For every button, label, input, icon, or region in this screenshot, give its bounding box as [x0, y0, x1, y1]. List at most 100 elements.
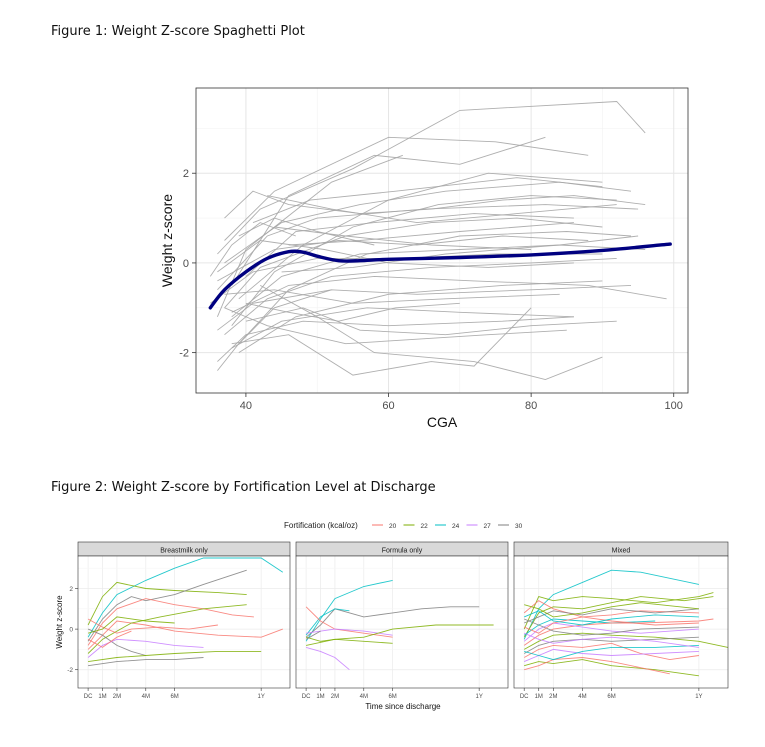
- fig2-subject-line: [523, 592, 714, 630]
- fig1-subject-line: [224, 289, 560, 304]
- figure2-caption: Figure 2: Weight Z-score by Fortificatio…: [51, 480, 436, 495]
- fig1-x-tick-label: 80: [525, 400, 537, 412]
- fig2-legend-label-22: 22: [421, 523, 429, 530]
- fig2-x-tick-label: 2M: [549, 694, 557, 700]
- fig1-y-tick-label: 0: [183, 258, 189, 270]
- fig2-subject-line: [88, 650, 262, 663]
- fig1-subject-line: [231, 244, 646, 318]
- fig2-subject-line: [523, 618, 714, 646]
- fig1-subject-line: [231, 307, 532, 376]
- fig2-subject-line: [87, 604, 247, 654]
- fig1-subject-line: [267, 195, 617, 224]
- fig1-y-axis-title: Weight z-score: [159, 194, 175, 287]
- fig2-x-tick-label: DC: [84, 694, 93, 700]
- fig1-subject-line: [224, 217, 603, 309]
- fig2-x-tick-label: 6M: [607, 694, 615, 700]
- fig1-subject-line: [217, 240, 574, 273]
- fig2-panel-border: [295, 555, 509, 689]
- fig2-x-tick-label: 1Y: [695, 694, 702, 700]
- fig2-subject-line: [87, 569, 247, 642]
- fig2-y-tick-label: -2: [67, 667, 73, 674]
- fig2-legend-label-24: 24: [452, 523, 460, 530]
- fig2-legend-label-27: 27: [484, 523, 492, 530]
- fig2-x-tick-label: 4M: [578, 694, 586, 700]
- fig1-subject-line: [238, 280, 603, 353]
- fig2-subject-line: [87, 557, 284, 638]
- fig1-y-tick-label: 2: [183, 168, 189, 180]
- fig2-subject-line: [87, 598, 254, 646]
- fig2-subject-line: [524, 610, 699, 626]
- fig1-subject-line: [217, 204, 639, 291]
- fig1-subject-line: [231, 275, 667, 313]
- fig2-subject-line: [87, 581, 247, 626]
- fig1-subject-line: [274, 226, 532, 250]
- fig2-y-axis-title: Weight z-score: [55, 595, 64, 649]
- fig2-x-axis-title: Time since discharge: [365, 702, 441, 711]
- fig2-subject-line: [305, 579, 393, 642]
- fig2-subject-line: [524, 616, 699, 634]
- fig2-x-tick-label: DC: [520, 694, 529, 700]
- fig2-subject-line: [305, 608, 350, 636]
- fig1-subject-line: [217, 235, 589, 282]
- fig1-plot-panel: [196, 88, 688, 393]
- fig1-subject-line: [217, 284, 632, 331]
- fig2-y-tick-label: 2: [69, 586, 73, 593]
- fig2-subject-line: [524, 618, 699, 636]
- fig1-subject-line: [245, 307, 617, 336]
- fig1-x-tick-label: 40: [240, 400, 252, 412]
- fig1-subject-line: [224, 136, 589, 241]
- fig2-x-tick-label: 1Y: [475, 694, 482, 700]
- fig1-subject-line: [245, 213, 574, 277]
- fig1-subject-line: [245, 302, 460, 322]
- fig2-subject-line: [305, 636, 393, 644]
- fig2-subject-line: [524, 644, 699, 661]
- fig2-x-tick-label: 6M: [170, 694, 178, 700]
- fig1-x-tick-label: 60: [382, 400, 394, 412]
- fig1-y-tick-label: -2: [179, 348, 189, 360]
- fig2-subject-line: [523, 642, 699, 661]
- fig2-subject-line: [523, 596, 714, 638]
- fig1-subject-line: [217, 289, 332, 371]
- fig1-subject-line: [238, 217, 375, 246]
- fig2-subject-line: [523, 622, 699, 642]
- fig1-subject-line: [231, 195, 617, 326]
- fig2-x-tick-label: 2M: [331, 694, 339, 700]
- fig2-legend-label-30: 30: [515, 523, 523, 530]
- fig2-subject-line: [87, 630, 132, 648]
- fig2-panel-border: [77, 555, 291, 689]
- fig1-subject-line: [252, 177, 603, 224]
- fig2-x-tick-label: 1M: [535, 694, 543, 700]
- fig1-subject-line: [288, 222, 574, 246]
- fig2-x-tick-label: 4M: [142, 694, 150, 700]
- fig2-subject-line: [524, 659, 699, 677]
- fig1-smooth-line: [208, 242, 672, 310]
- fig2-subject-line: [524, 608, 699, 624]
- fig2-x-tick-label: DC: [302, 694, 311, 700]
- fig1-subject-line: [259, 285, 603, 380]
- fig2-x-tick-label: 6M: [388, 694, 396, 700]
- fig2-facet-label: Formula only: [382, 548, 423, 555]
- fig2-facet-label: Breastmilk only: [160, 548, 208, 555]
- fig2-subject-line: [524, 657, 670, 675]
- fig2-panel-border: [513, 555, 729, 689]
- fig2-x-tick-label: 1Y: [257, 694, 264, 700]
- fig1-x-axis-title: CGA: [427, 414, 458, 430]
- fig2-x-tick-label: 1M: [316, 694, 324, 700]
- fig2-subject-line: [88, 657, 204, 667]
- fig2-subject-line: [87, 628, 146, 656]
- fig2-subject-line: [87, 618, 218, 634]
- fig1-subject-line: [209, 222, 296, 277]
- fig1-panel-border: [195, 87, 689, 394]
- fig2-subject-line: [524, 632, 699, 648]
- fig2-x-tick-label: 4M: [360, 694, 368, 700]
- fig1-subject-line: [224, 190, 646, 219]
- fig2-subject-line: [87, 638, 204, 658]
- fig2-subject-line: [87, 616, 175, 634]
- fig2-subject-line: [305, 646, 350, 671]
- fig1-x-tick-label: 100: [665, 400, 683, 412]
- fig2-x-tick-label: 2M: [113, 694, 121, 700]
- fig2-legend-title: Fortification (kcal/oz): [284, 521, 358, 530]
- fig2-subject-line: [305, 630, 321, 640]
- fig2-y-tick-label: 0: [69, 627, 73, 634]
